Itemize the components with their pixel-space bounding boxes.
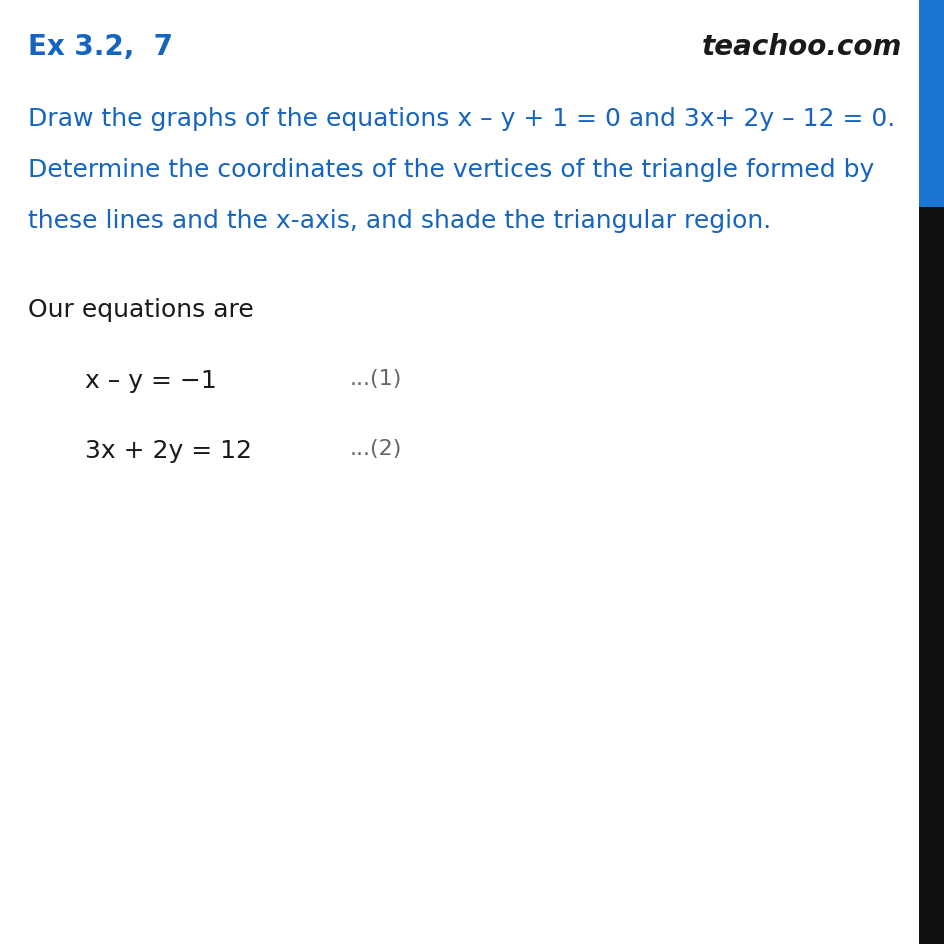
Text: these lines and the x-axis, and shade the triangular region.: these lines and the x-axis, and shade th… <box>28 209 771 232</box>
Text: 3x + 2y = 12: 3x + 2y = 12 <box>85 439 252 463</box>
Text: Ex 3.2,  7: Ex 3.2, 7 <box>28 33 173 61</box>
Text: Determine the coordinates of the vertices of the triangle formed by: Determine the coordinates of the vertice… <box>28 158 874 181</box>
Text: ...(2): ...(2) <box>349 439 401 459</box>
Text: ...(1): ...(1) <box>349 368 401 388</box>
Text: Draw the graphs of the equations x – y + 1 = 0 and 3x+ 2y – 12 = 0.: Draw the graphs of the equations x – y +… <box>28 107 895 130</box>
Text: x – y = −1: x – y = −1 <box>85 368 216 392</box>
Text: Our equations are: Our equations are <box>28 297 254 321</box>
Text: teachoo.com: teachoo.com <box>701 33 902 61</box>
